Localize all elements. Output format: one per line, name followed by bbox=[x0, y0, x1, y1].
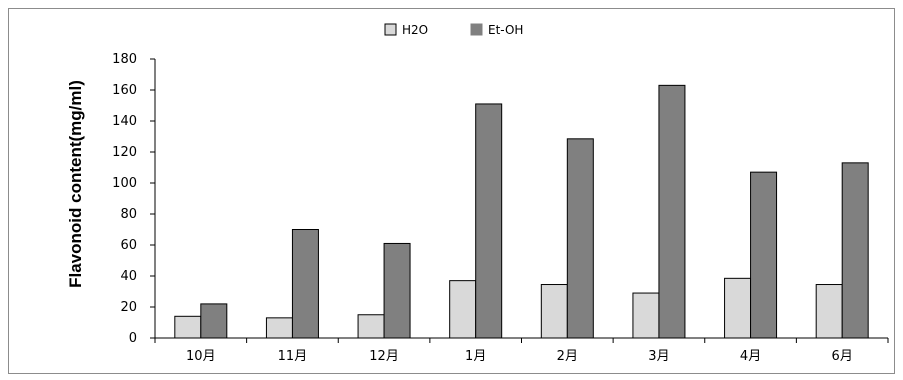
legend-swatch bbox=[384, 23, 397, 36]
legend-swatch bbox=[470, 23, 483, 36]
y-tick-label: 120 bbox=[112, 145, 137, 160]
x-tick-label: 3月 bbox=[648, 349, 669, 364]
x-tick-label: 10月 bbox=[186, 349, 216, 364]
y-tick-label: 0 bbox=[129, 331, 137, 346]
y-tick-label: 100 bbox=[112, 176, 137, 191]
bar-h2o bbox=[724, 277, 752, 339]
y-tick-label: 140 bbox=[112, 114, 137, 129]
legend: H2O Et-OH bbox=[384, 23, 523, 37]
bar-et-oh bbox=[383, 242, 411, 339]
bar-et-oh bbox=[566, 138, 594, 339]
x-tick-label: 2月 bbox=[557, 349, 578, 364]
y-axis: 0 20 40 60 80 100 120 140 160 180 bbox=[112, 52, 156, 346]
x-tick-label: 4月 bbox=[740, 349, 761, 364]
bar-et-oh bbox=[750, 171, 778, 339]
bar-h2o bbox=[357, 314, 385, 339]
x-tick-label: 12月 bbox=[369, 349, 399, 364]
y-tick-label: 80 bbox=[120, 207, 137, 222]
y-tick-label: 180 bbox=[112, 52, 137, 67]
bars bbox=[174, 84, 869, 339]
y-tick-label: 20 bbox=[120, 300, 137, 315]
legend-label: Et-OH bbox=[488, 23, 523, 37]
bar-et-oh bbox=[200, 303, 228, 339]
bar-h2o bbox=[174, 315, 202, 339]
bar-h2o bbox=[815, 284, 843, 339]
x-tick-label: 1月 bbox=[465, 349, 486, 364]
x-tick-label: 11月 bbox=[278, 349, 308, 364]
bar-et-oh bbox=[841, 162, 869, 339]
x-tick-label: 6月 bbox=[832, 349, 853, 364]
bar-h2o bbox=[265, 317, 293, 339]
legend-label: H2O bbox=[402, 23, 428, 37]
y-tick-label: 160 bbox=[112, 83, 137, 98]
y-axis-title: Flavonoid content(mg/ml) bbox=[66, 80, 85, 288]
bar-et-oh bbox=[658, 84, 686, 339]
x-axis: 10月 11月 12月 1月 2月 3月 4月 6月 bbox=[154, 337, 889, 364]
bar-h2o bbox=[632, 292, 660, 339]
bar-et-oh bbox=[291, 229, 319, 339]
bar-h2o bbox=[449, 280, 477, 339]
bar-h2o bbox=[540, 284, 568, 339]
y-tick-label: 40 bbox=[120, 269, 137, 284]
bar-et-oh bbox=[475, 103, 503, 339]
y-tick-label: 60 bbox=[120, 238, 137, 253]
